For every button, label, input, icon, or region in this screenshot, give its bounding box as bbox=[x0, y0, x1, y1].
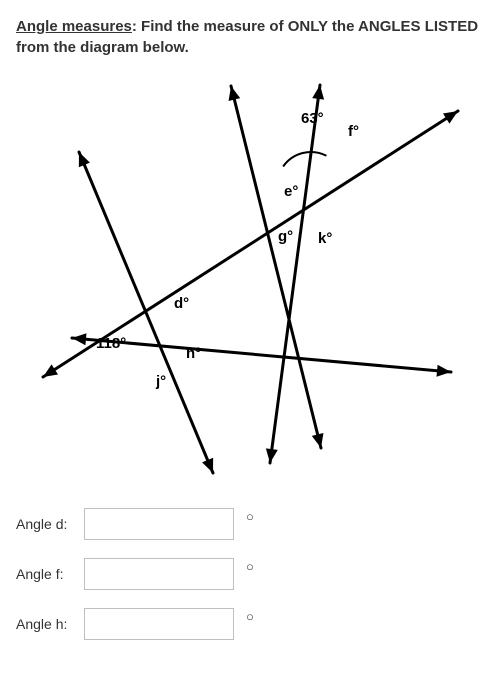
degree-mark-icon: ○ bbox=[246, 509, 254, 524]
form-row-f: Angle f: ○ bbox=[16, 558, 484, 590]
svg-text:63°: 63° bbox=[301, 110, 324, 127]
answer-form: Angle d: ○ Angle f: ○ Angle h: ○ bbox=[16, 508, 484, 640]
svg-text:k°: k° bbox=[318, 230, 332, 247]
degree-mark-icon: ○ bbox=[246, 559, 254, 574]
label-angle-d: Angle d: bbox=[16, 516, 84, 532]
svg-text:h°: h° bbox=[186, 345, 201, 362]
svg-text:118°: 118° bbox=[96, 335, 126, 352]
svg-text:j°: j° bbox=[155, 373, 166, 390]
svg-text:d°: d° bbox=[174, 295, 189, 312]
svg-text:f°: f° bbox=[348, 123, 359, 140]
label-angle-h: Angle h: bbox=[16, 616, 84, 632]
input-angle-h[interactable] bbox=[84, 608, 234, 640]
instruction-heading: Angle measures: Find the measure of ONLY… bbox=[16, 16, 484, 58]
svg-text:g°: g° bbox=[278, 228, 293, 245]
label-angle-f: Angle f: bbox=[16, 566, 84, 582]
diagram-svg: 63° f° e° g° k° d° 118° h° j° bbox=[16, 68, 484, 488]
degree-mark-icon: ○ bbox=[246, 609, 254, 624]
heading-topic: Angle measures bbox=[16, 18, 132, 35]
input-angle-f[interactable] bbox=[84, 558, 234, 590]
input-angle-d[interactable] bbox=[84, 508, 234, 540]
svg-text:e°: e° bbox=[284, 183, 298, 200]
angle-diagram: 63° f° e° g° k° d° 118° h° j° bbox=[16, 68, 484, 488]
form-row-h: Angle h: ○ bbox=[16, 608, 484, 640]
form-row-d: Angle d: ○ bbox=[16, 508, 484, 540]
